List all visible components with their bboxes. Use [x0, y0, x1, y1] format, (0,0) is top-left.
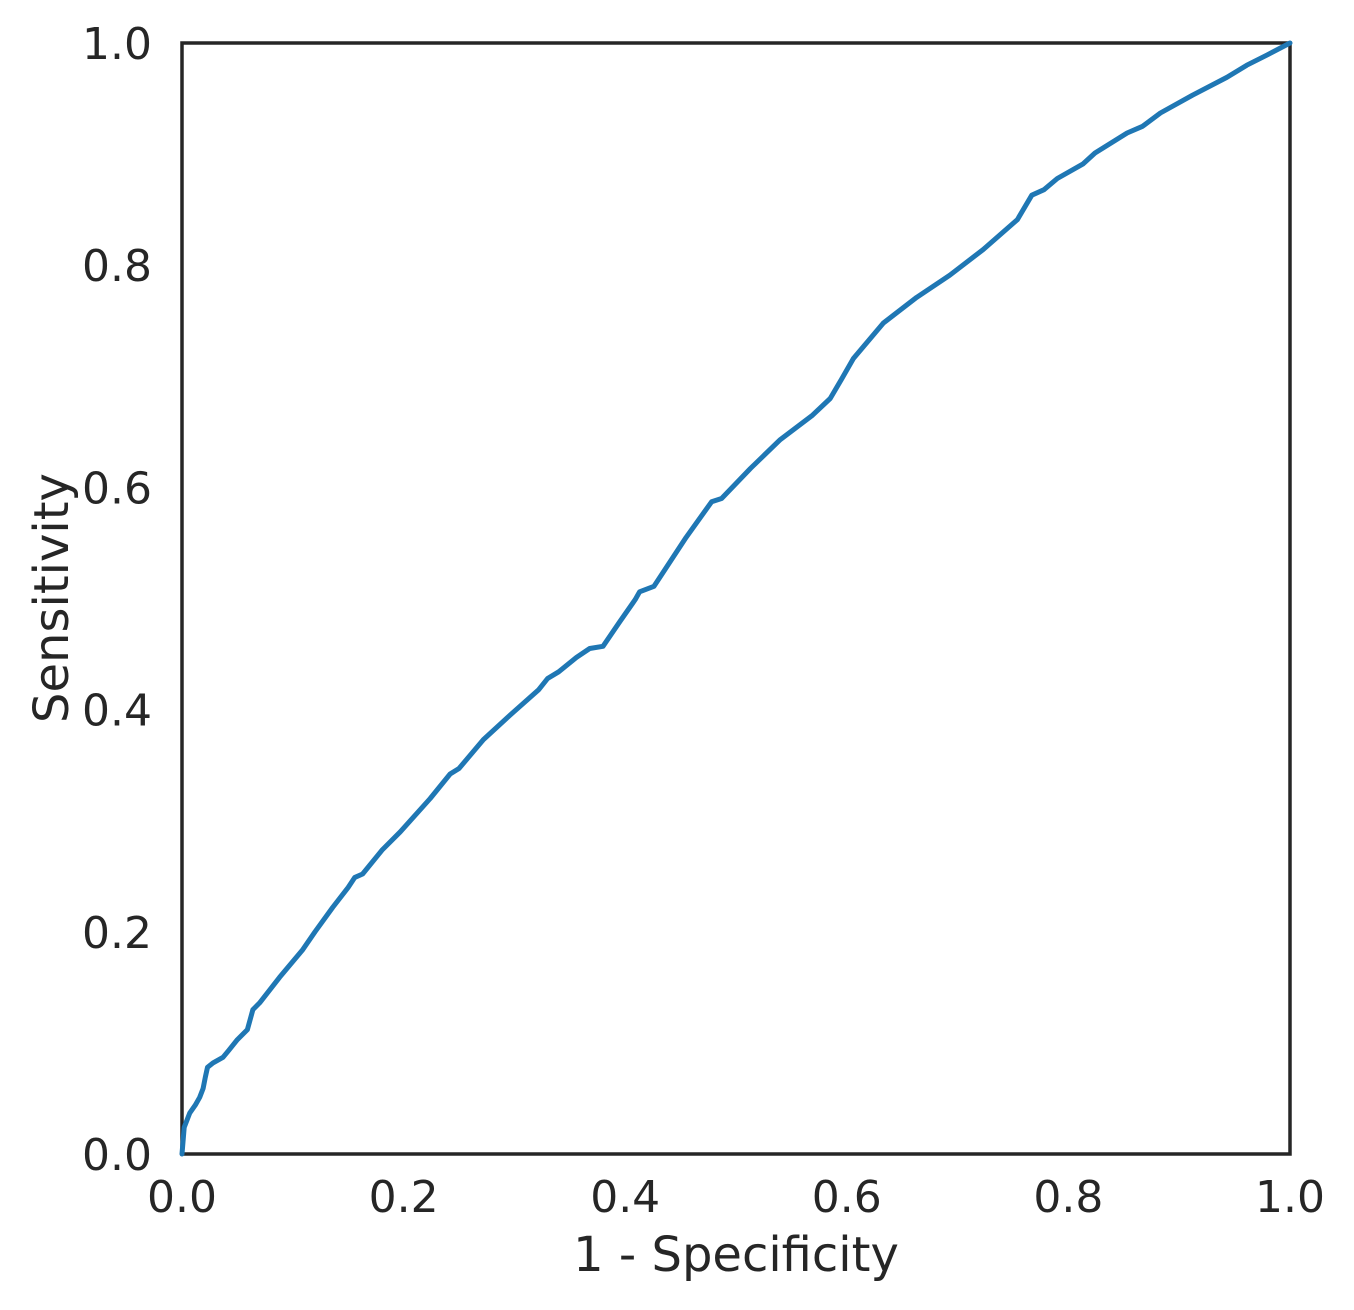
x-tick-label: 0.4 — [590, 1172, 660, 1223]
y-tick-label: 0.0 — [82, 1130, 152, 1181]
y-tick-label: 0.8 — [82, 241, 152, 292]
x-tick-label: 0.0 — [147, 1172, 217, 1223]
y-tick-label: 1.0 — [82, 19, 152, 70]
x-tick-labels: 0.0 0.2 0.4 0.6 0.8 1.0 — [147, 1172, 1325, 1223]
y-tick-label: 0.2 — [82, 908, 152, 959]
x-axis-label: 1 - Specificity — [573, 1227, 899, 1283]
y-axis-label: Sensitivity — [24, 473, 80, 723]
plot-border — [180, 41, 1292, 1156]
x-tick-label: 1.0 — [1255, 1172, 1325, 1223]
roc-curve-line — [179, 40, 1293, 1157]
y-tick-labels: 0.0 0.2 0.4 0.6 0.8 1.0 — [82, 19, 152, 1181]
x-tick-label: 0.8 — [1033, 1172, 1103, 1223]
y-tick-label: 0.4 — [82, 686, 152, 737]
y-tick-label: 0.6 — [82, 463, 152, 514]
x-tick-label: 0.6 — [812, 1172, 882, 1223]
x-tick-label: 0.2 — [369, 1172, 439, 1223]
